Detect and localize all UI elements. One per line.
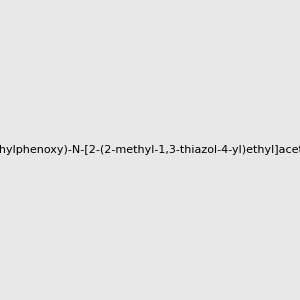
- Text: 2-(4-ethylphenoxy)-N-[2-(2-methyl-1,3-thiazol-4-yl)ethyl]acetamide: 2-(4-ethylphenoxy)-N-[2-(2-methyl-1,3-th…: [0, 145, 300, 155]
